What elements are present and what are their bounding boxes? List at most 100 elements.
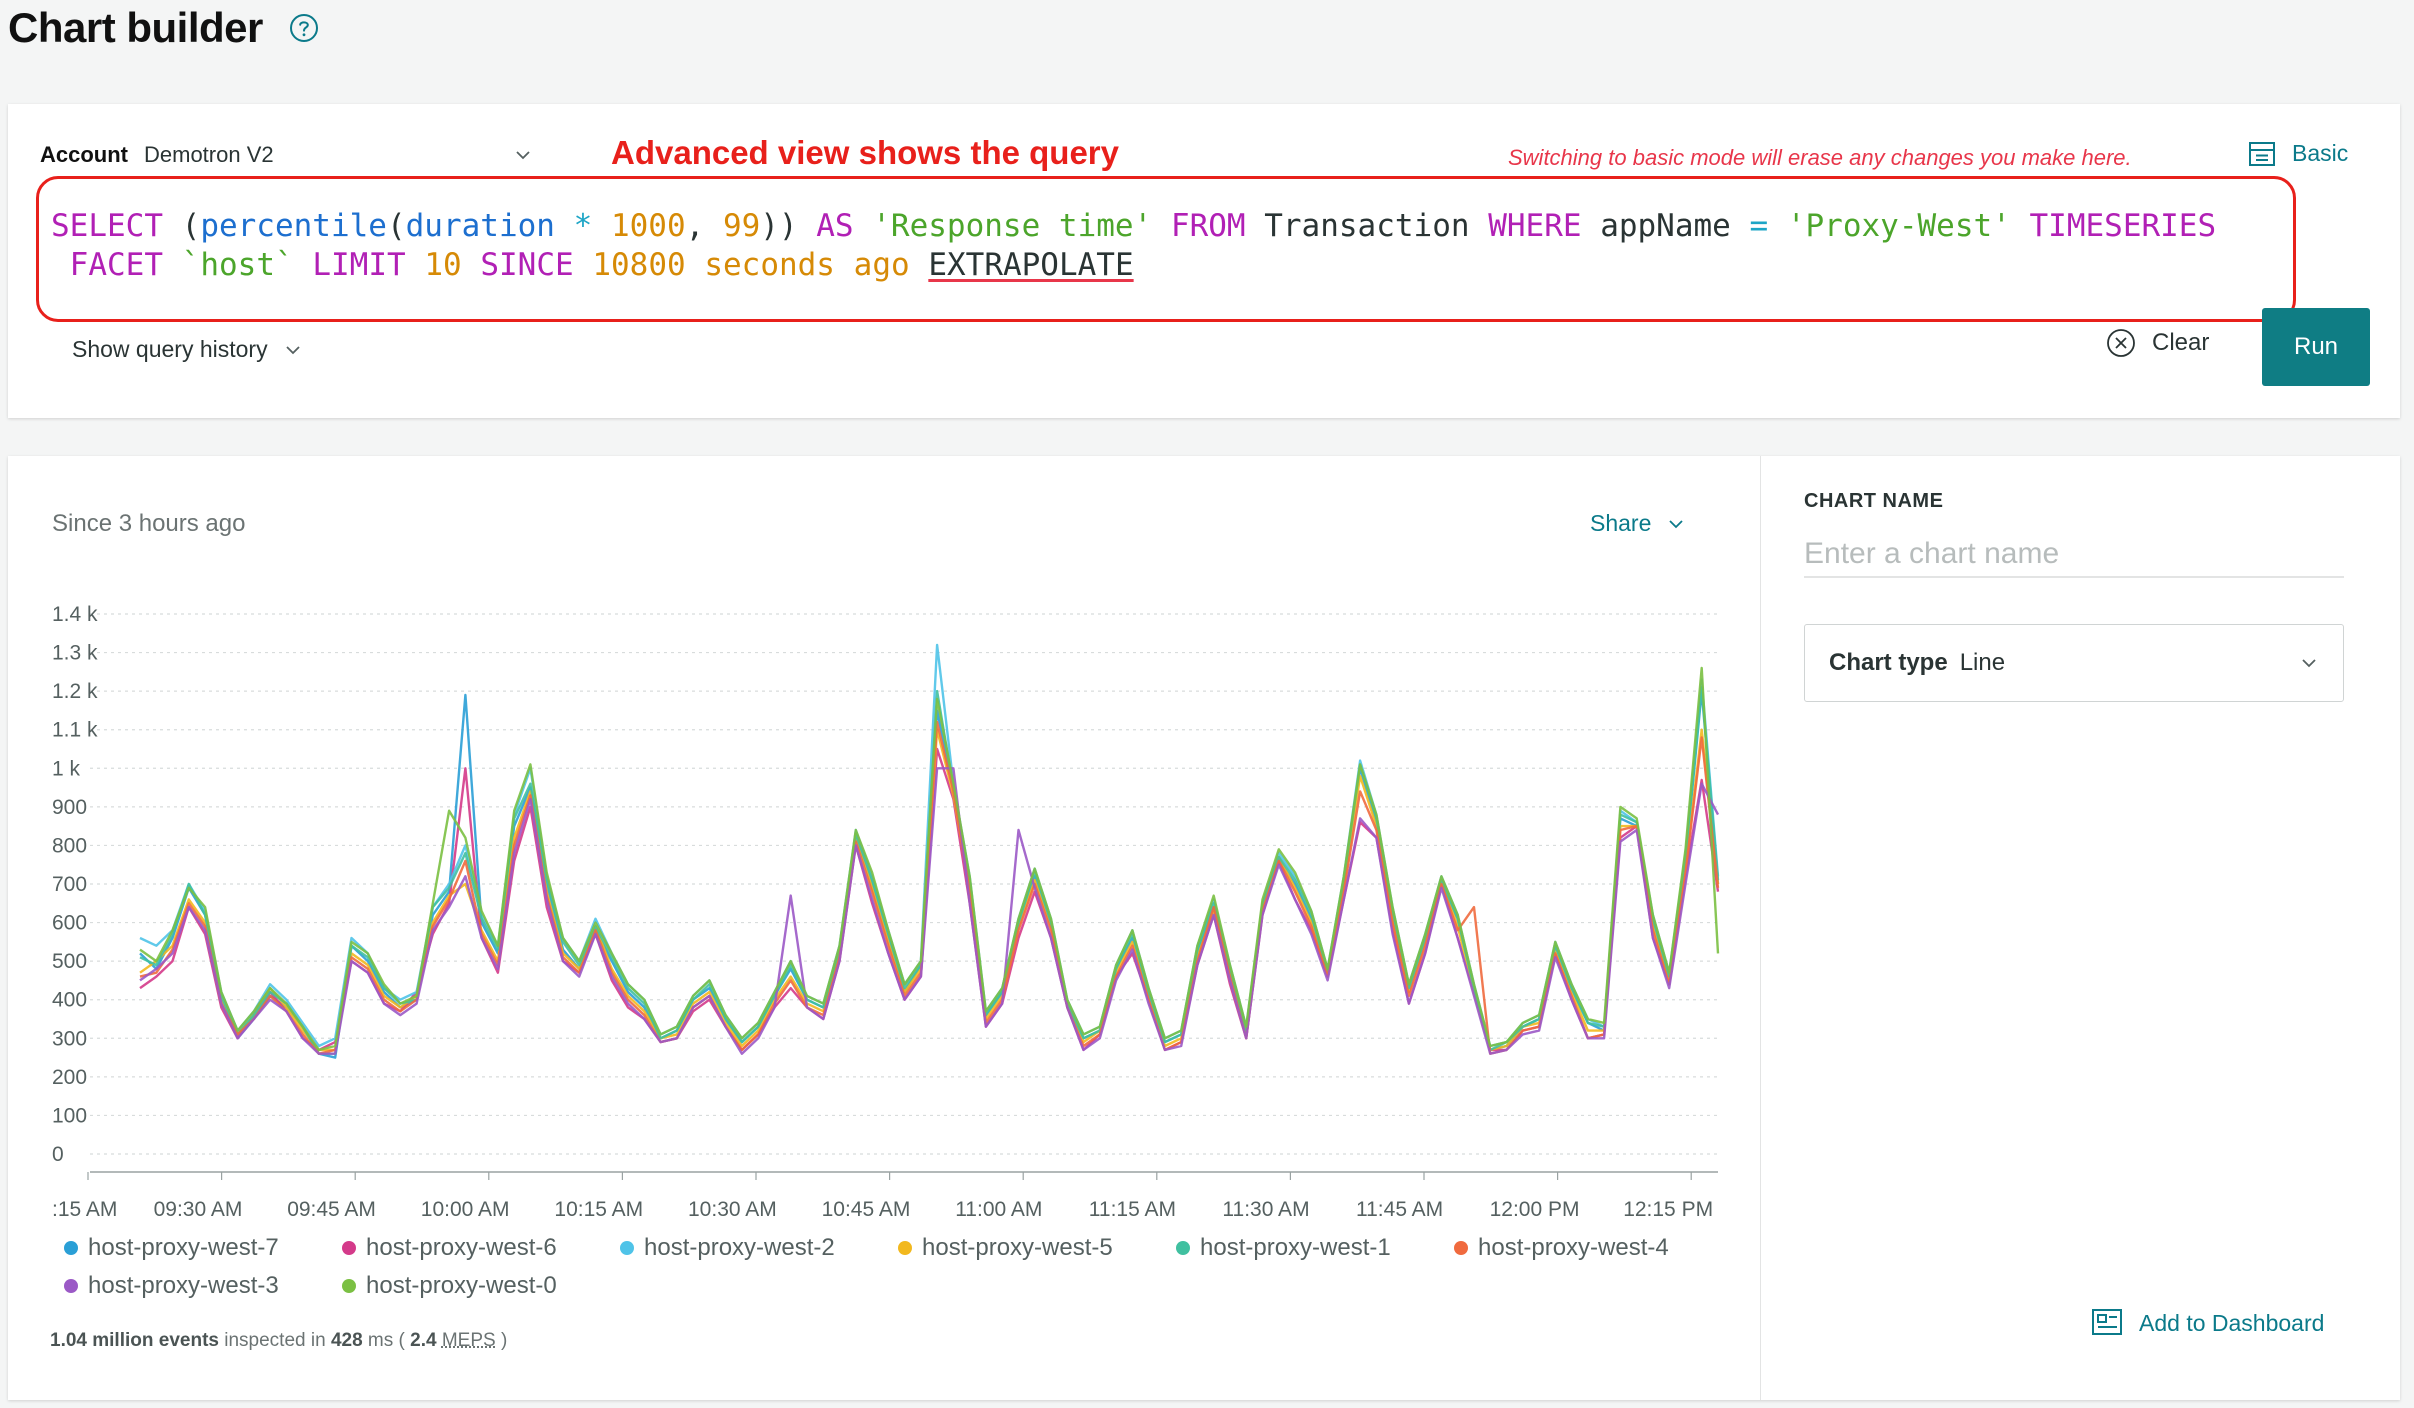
basic-mode-toggle[interactable]: Basic (2248, 140, 2348, 167)
legend-label: host-proxy-west-3 (88, 1272, 279, 1299)
events-count: 1.04 million events (50, 1330, 219, 1351)
y-tick-label: 300 (52, 1027, 87, 1050)
share-button[interactable]: Share (1590, 510, 1685, 537)
chevron-down-icon[interactable] (514, 146, 532, 164)
legend-swatch (342, 1279, 356, 1293)
x-tick-label: 11:00 AM (955, 1198, 1042, 1216)
meps-value: 2.4 (410, 1330, 437, 1351)
y-tick-label: 400 (52, 989, 87, 1012)
x-tick-label: :15 AM (52, 1198, 117, 1216)
account-label: Account (40, 142, 128, 167)
run-button[interactable]: Run (2262, 308, 2370, 386)
y-tick-label: 800 (52, 834, 87, 857)
ms-unit: ms ( (367, 1330, 405, 1351)
x-tick-label: 10:15 AM (554, 1198, 643, 1216)
y-tick-label: 1.4 k (52, 603, 98, 626)
query-history-toggle[interactable]: Show query history (72, 336, 302, 363)
nrql-query[interactable]: SELECT (percentile(duration * 1000, 99))… (51, 208, 2217, 283)
ms-value: 428 (330, 1330, 363, 1351)
x-tick-label: 09:30 AM (154, 1198, 243, 1216)
chart-type-select[interactable]: Chart type Line (1804, 624, 2344, 702)
close-circle-icon (2107, 329, 2135, 357)
query-history-label: Show query history (72, 336, 268, 362)
x-tick-label: 09:45 AM (287, 1198, 376, 1216)
chart-name-label: CHART NAME (1804, 490, 1944, 512)
account-value[interactable]: Demotron V2 (144, 142, 274, 167)
y-tick-label: 1 k (52, 757, 81, 780)
y-tick-label: 900 (52, 796, 87, 819)
series-line-host-proxy-west-3[interactable] (139, 767, 1720, 1055)
legend-label: host-proxy-west-2 (644, 1234, 835, 1261)
legend-swatch (620, 1241, 634, 1255)
x-tick-label: 11:45 AM (1356, 1198, 1443, 1216)
add-to-dashboard-button[interactable]: Add to Dashboard (2091, 1308, 2324, 1338)
share-label: Share (1590, 510, 1652, 536)
y-tick-label: 700 (52, 873, 87, 896)
chart-settings-panel: CHART NAME Chart type Line Add to Dashbo… (1760, 456, 2401, 1400)
legend-label: host-proxy-west-0 (366, 1272, 557, 1299)
legend-item[interactable]: host-proxy-west-5 (898, 1234, 1113, 1262)
inspected-text: inspected in (224, 1330, 326, 1351)
legend-swatch (64, 1241, 78, 1255)
clear-button[interactable]: Clear (2106, 328, 2209, 358)
legend-swatch (1454, 1241, 1468, 1255)
chevron-down-icon (285, 345, 300, 354)
legend-label: host-proxy-west-7 (88, 1234, 279, 1261)
legend-label: host-proxy-west-6 (366, 1234, 557, 1261)
series-line-host-proxy-west-5[interactable] (139, 728, 1720, 1052)
time-range-label: Since 3 hours ago (52, 510, 246, 537)
y-tick-label: 1.2 k (52, 680, 98, 703)
x-tick-label: 10:45 AM (822, 1198, 911, 1216)
y-tick-label: 100 (52, 1104, 87, 1127)
question-circle-icon[interactable] (289, 13, 319, 43)
account-selector[interactable]: Account Demotron V2 (40, 142, 532, 168)
legend-item[interactable]: host-proxy-west-7 (64, 1234, 279, 1262)
legend-label: host-proxy-west-4 (1478, 1234, 1669, 1261)
legend-label: host-proxy-west-5 (922, 1234, 1113, 1261)
chart-type-label: Chart type (1829, 649, 1948, 676)
mode-switch-warning: Switching to basic mode will erase any c… (1508, 145, 2132, 170)
chart-type-value: Line (1959, 649, 2006, 676)
legend-item[interactable]: host-proxy-west-6 (342, 1234, 557, 1262)
chevron-down-icon (2302, 659, 2316, 668)
y-tick-label: 0 (52, 1143, 64, 1166)
chart-pane: Since 3 hours ago Share 0 100 200 300 400 500… (8, 456, 1760, 1400)
y-tick-label: 1.3 k (52, 642, 98, 665)
x-tick-label: 11:30 AM (1222, 1198, 1309, 1216)
dashboard-icon (2092, 1309, 2122, 1335)
add-to-dashboard-label: Add to Dashboard (2139, 1309, 2325, 1336)
legend-label: host-proxy-west-1 (1200, 1234, 1391, 1261)
legend-swatch (1176, 1241, 1190, 1255)
query-card: Account Demotron V2 Advanced view shows … (8, 104, 2400, 418)
page-header: Chart builder (8, 0, 319, 56)
x-tick-label: 11:15 AM (1089, 1198, 1176, 1216)
annotation-label: Advanced view shows the query (611, 134, 1119, 171)
legend-item[interactable]: host-proxy-west-2 (620, 1234, 835, 1262)
legend-item[interactable]: host-proxy-west-3 (64, 1272, 279, 1300)
clear-label: Clear (2152, 329, 2210, 356)
x-tick-label: 12:15 PM (1623, 1198, 1713, 1216)
chevron-down-icon (1669, 519, 1684, 528)
y-tick-label: 600 (52, 912, 87, 935)
y-tick-label: 1.1 k (52, 719, 98, 742)
legend-item[interactable]: host-proxy-west-4 (1454, 1234, 1669, 1262)
x-tick-label: 10:00 AM (421, 1198, 510, 1216)
legend-item[interactable]: host-proxy-west-0 (342, 1272, 557, 1300)
meps-unit: MEPS (441, 1330, 496, 1351)
form-icon (2249, 141, 2275, 166)
series-line-host-proxy-west-0[interactable] (139, 666, 1720, 1052)
query-editor[interactable]: SELECT (percentile(duration * 1000, 99))… (36, 176, 2296, 322)
chart-name-input[interactable] (1804, 532, 2344, 578)
y-tick-label: 200 (52, 1066, 87, 1089)
legend-item[interactable]: host-proxy-west-1 (1176, 1234, 1391, 1262)
legend-swatch (898, 1241, 912, 1255)
query-stats: 1.04 million events inspected in 428 ms … (50, 1330, 507, 1352)
x-tick-label: 10:30 AM (688, 1198, 777, 1216)
x-tick-label: 12:00 PM (1490, 1198, 1580, 1216)
legend-swatch (342, 1241, 356, 1255)
legend-swatch (64, 1279, 78, 1293)
line-chart: 0 100 200 300 400 500 600 700 800 900 1 k 1.1 k 1.2 … (52, 603, 1720, 1216)
page-title: Chart builder (8, 4, 263, 51)
basic-mode-label: Basic (2292, 140, 2349, 166)
stats-close: ) (500, 1330, 508, 1351)
